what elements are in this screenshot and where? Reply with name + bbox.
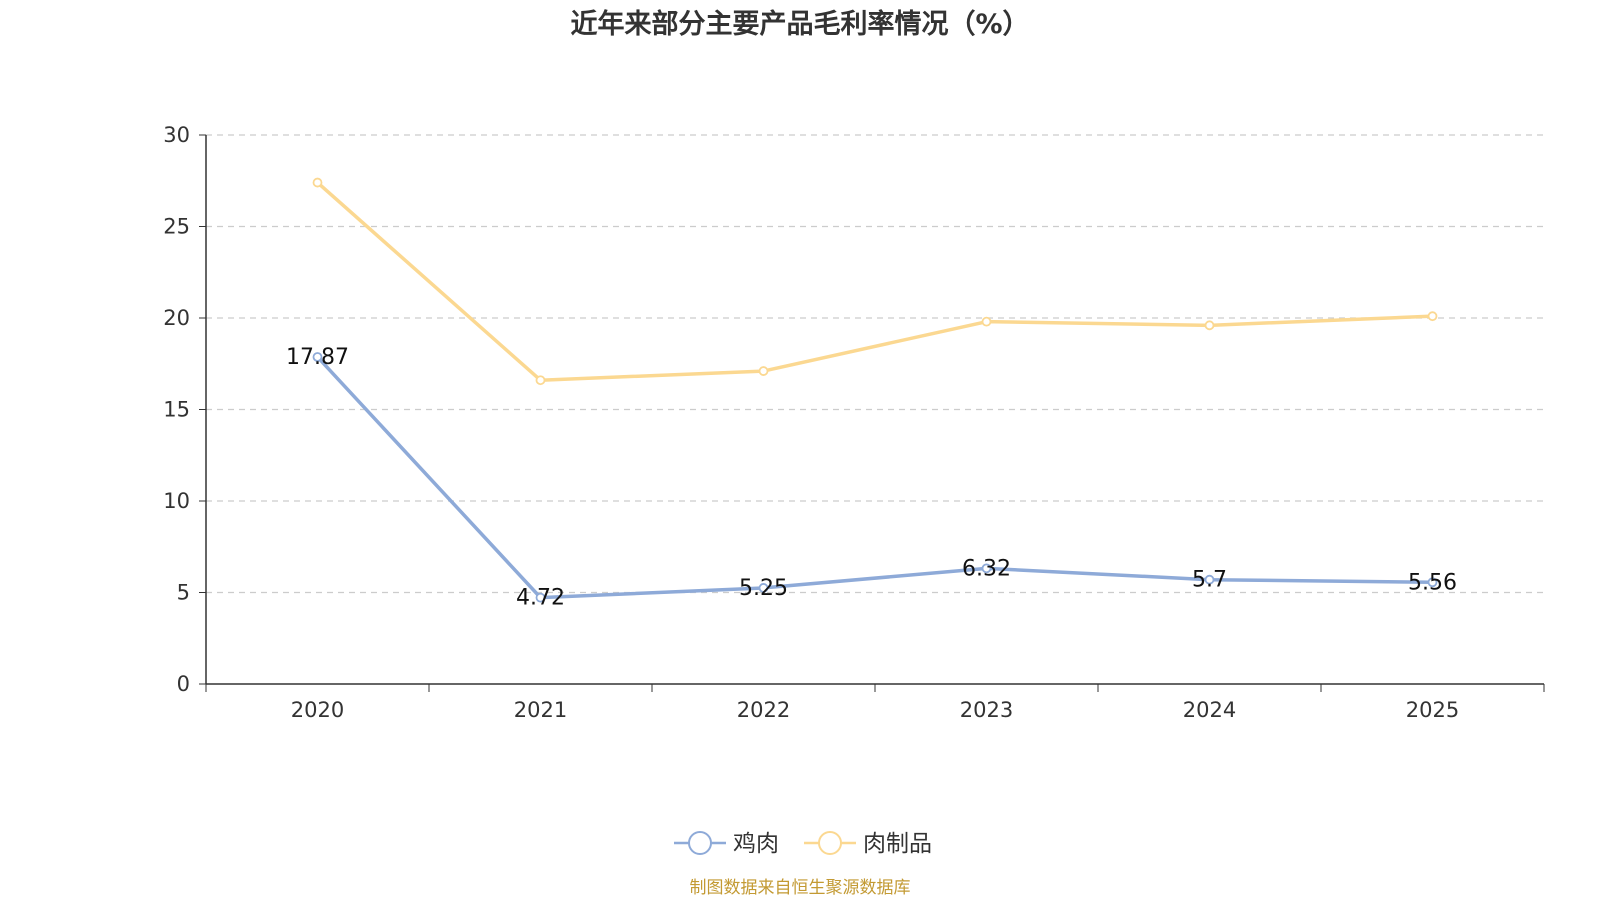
y-tick-label: 10 [163,489,190,513]
y-tick-label: 0 [177,672,190,696]
x-tick-label: 2020 [291,698,344,722]
grid-lines [206,134,1544,594]
data-label: 4.72 [516,586,565,611]
data-point [981,316,992,327]
legend: 鸡肉 肉制品 [674,831,932,857]
chart-title: 近年来部分主要产品毛利率情况（%） [570,8,1029,40]
data-point [981,563,992,574]
y-tick-label: 20 [163,306,190,330]
data-point [758,366,769,376]
legend-marker [818,831,842,855]
x-tick-label: 2024 [1183,698,1236,722]
legend-item[interactable]: 鸡肉 [674,831,779,857]
data-point [1204,320,1215,331]
series-line [316,181,1433,382]
series-line [316,355,1433,600]
x-tick-label: 2023 [960,698,1013,722]
data-point [1204,574,1215,585]
data-point [535,592,546,603]
data-point [535,375,546,386]
data-label: 5.25 [739,576,788,601]
data-point [758,583,769,593]
data-label: 17.87 [286,345,349,370]
x-tick-label: 2022 [737,698,790,722]
x-tick-label: 2021 [514,698,567,722]
series-1 [312,177,1438,386]
y-tick-label: 15 [163,398,190,422]
data-point [312,352,323,362]
legend-marker [688,831,712,855]
source-note: 制图数据来自恒生聚源数据库 [690,878,911,898]
y-tick-label: 25 [163,215,190,239]
data-label: 5.56 [1408,570,1457,595]
y-tick-label: 30 [163,123,190,147]
data-point [312,177,323,188]
series-layer [312,177,1438,603]
x-tick-label: 2025 [1406,698,1459,722]
series-0 [312,352,1438,603]
legend-label: 肉制品 [863,831,932,857]
data-label: 5.7 [1192,568,1227,593]
legend-label: 鸡肉 [733,831,779,857]
y-tick-label: 5 [177,581,190,605]
legend-item[interactable]: 肉制品 [804,831,932,857]
data-point [1427,577,1438,588]
data-label: 6.32 [962,556,1011,581]
data-labels: 17.87 4.72 5.25 6.32 5.7 5.56 [286,345,1457,611]
data-point [1427,311,1438,322]
